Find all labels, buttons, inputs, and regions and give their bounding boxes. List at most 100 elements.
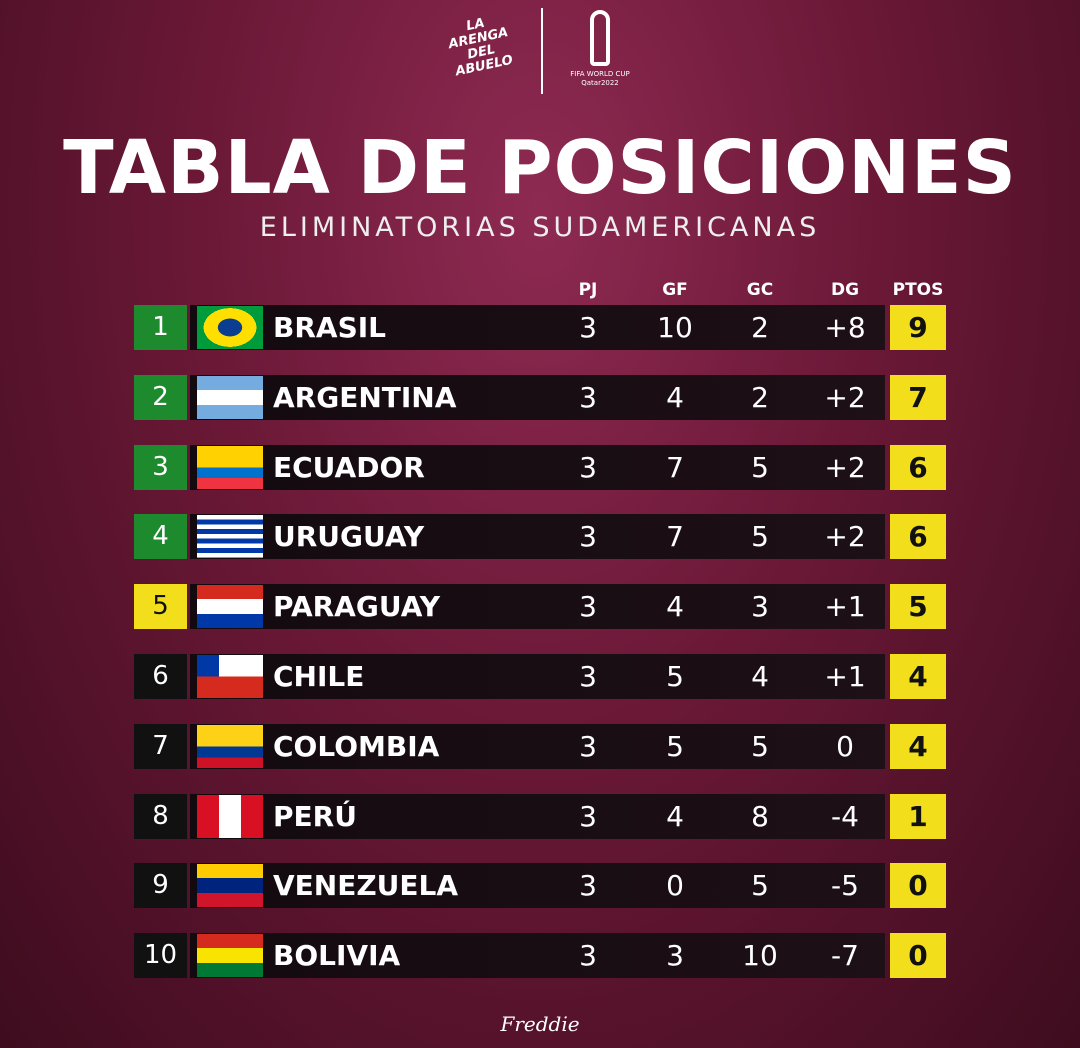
points: 4 (890, 654, 946, 699)
stat-dg: -5 (831, 869, 859, 903)
stat-gf: 10 (657, 311, 693, 344)
row-bar (190, 444, 885, 490)
signature: Freddie (500, 1012, 580, 1036)
stat-pj: 3 (579, 590, 597, 624)
cup-place: Qatar2022 (581, 79, 619, 87)
flag (197, 724, 263, 768)
flag (197, 934, 263, 978)
position: 5 (134, 584, 187, 630)
stat-gf: 4 (666, 799, 684, 833)
stat-pj: 3 (579, 660, 597, 693)
row-bar (190, 305, 885, 350)
team-name: ARGENTINA (273, 380, 457, 414)
stat-gf: 3 (666, 939, 684, 973)
position: 4 (134, 514, 187, 560)
stat-gc: 10 (742, 939, 778, 973)
row-bar (190, 863, 885, 909)
stat-gf: 0 (666, 869, 684, 903)
stat-gf: 5 (666, 729, 684, 763)
stat-gf: 7 (666, 450, 684, 484)
column-header: PJ (578, 280, 598, 300)
stat-pj: 3 (579, 380, 597, 414)
team-name: BRASIL (273, 311, 386, 344)
points: 7 (890, 374, 946, 420)
stat-gc: 2 (751, 380, 769, 414)
column-header: GC (746, 280, 774, 300)
stat-pj: 3 (579, 729, 597, 763)
points: 1 (890, 793, 946, 839)
flag (197, 515, 263, 559)
position: 3 (134, 444, 187, 490)
team-name: VENEZUELA (273, 869, 459, 903)
position: 8 (134, 793, 187, 839)
stat-pj: 3 (579, 799, 597, 833)
position: 2 (134, 374, 187, 420)
stat-dg: +1 (824, 660, 866, 693)
stat-gc: 5 (751, 520, 769, 554)
flag (197, 655, 263, 698)
points: 9 (890, 305, 946, 350)
team-name: URUGUAY (273, 520, 425, 554)
stat-gc: 3 (751, 590, 769, 624)
row-bar (190, 723, 885, 769)
row-bar (190, 793, 885, 839)
column-header: DG (830, 280, 860, 300)
stat-gc: 2 (751, 311, 769, 344)
stat-pj: 3 (579, 311, 597, 344)
flag (197, 306, 263, 349)
flag (197, 864, 263, 908)
position: 10 (134, 933, 187, 979)
team-name: CHILE (273, 660, 365, 693)
flag (197, 375, 263, 419)
row-bar (190, 584, 885, 630)
stat-gf: 4 (666, 380, 684, 414)
stat-dg: +8 (824, 311, 866, 344)
position: 9 (134, 863, 187, 909)
stat-pj: 3 (579, 520, 597, 554)
team-name: PERÚ (273, 799, 357, 833)
separator (541, 8, 543, 94)
column-header: GF (662, 280, 688, 300)
stat-gc: 8 (751, 799, 769, 833)
stat-dg: 0 (836, 729, 854, 763)
points: 4 (890, 723, 946, 769)
column-header: PTOS (892, 280, 944, 300)
points: 5 (890, 584, 946, 630)
stat-gf: 5 (666, 660, 684, 693)
flag (197, 585, 263, 629)
stat-gf: 4 (666, 590, 684, 624)
points: 0 (890, 933, 946, 979)
cup-name: FIFA WORLD CUP (570, 70, 630, 78)
cup-icon (590, 10, 610, 66)
stat-dg: -4 (831, 799, 859, 833)
points: 6 (890, 514, 946, 560)
row-bar (190, 933, 885, 979)
position: 7 (134, 723, 187, 769)
stat-gc: 5 (751, 869, 769, 903)
position: 1 (134, 305, 187, 350)
stat-dg: +2 (824, 380, 866, 414)
stat-gc: 4 (751, 660, 769, 693)
brand-logo: LA ARENGA DEL ABUELO (447, 15, 515, 80)
stat-pj: 3 (579, 939, 597, 973)
stat-gc: 5 (751, 450, 769, 484)
position: 6 (134, 654, 187, 699)
team-name: COLOMBIA (273, 729, 440, 763)
points: 6 (890, 444, 946, 490)
cup-logo: FIFA WORLD CUP Qatar2022 (570, 70, 630, 88)
team-name: PARAGUAY (273, 590, 440, 624)
row-bar (190, 514, 885, 560)
stat-pj: 3 (579, 450, 597, 484)
stat-gc: 5 (751, 729, 769, 763)
subtitle: ELIMINATORIAS SUDAMERICANAS (259, 212, 821, 243)
row-bar (190, 654, 885, 699)
stat-dg: +1 (824, 590, 866, 624)
stat-dg: +2 (824, 450, 866, 484)
points: 0 (890, 863, 946, 909)
flag (197, 794, 263, 838)
title: TABLA DE POSICIONES (63, 125, 1017, 211)
row-bar (190, 374, 885, 420)
stat-gf: 7 (666, 520, 684, 554)
team-name: BOLIVIA (273, 939, 401, 973)
